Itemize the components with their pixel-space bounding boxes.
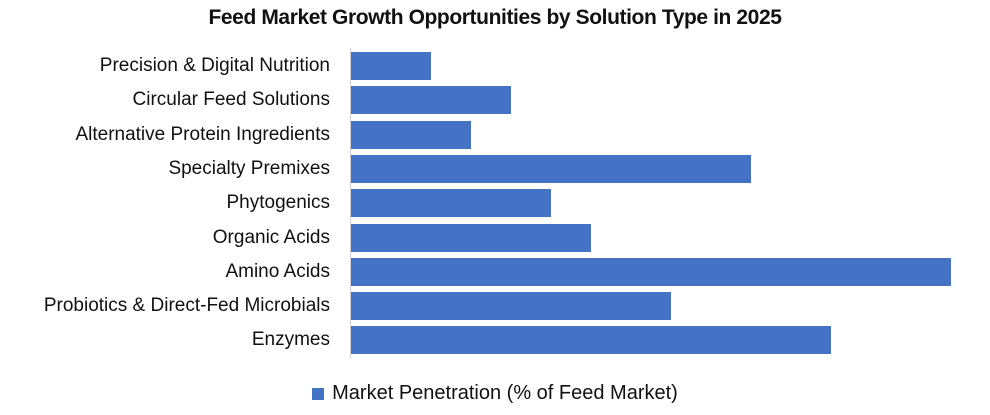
- legend-label: Market Penetration (% of Feed Market): [332, 382, 678, 404]
- category-label: Precision & Digital Nutrition: [99, 55, 330, 76]
- bar: [351, 52, 431, 80]
- legend: Market Penetration (% of Feed Market): [0, 382, 990, 405]
- legend-swatch: [312, 387, 325, 400]
- bar: [351, 86, 511, 115]
- bar: [351, 326, 831, 355]
- bar: [351, 223, 591, 252]
- category-label: Alternative Protein Ingredients: [75, 123, 330, 145]
- bar: [351, 189, 551, 218]
- category-label: Phytogenics: [226, 192, 330, 214]
- category-label: Circular Feed Solutions: [132, 89, 330, 111]
- category-label: Specialty Premixes: [168, 157, 330, 179]
- category-label: Amino Acids: [225, 260, 330, 282]
- chart-title: Feed Market Growth Opportunities by Solu…: [208, 6, 782, 29]
- category-label: Probiotics & Direct-Fed Microbials: [43, 295, 330, 317]
- bar: [351, 120, 471, 149]
- bar: [351, 154, 751, 183]
- category-label: Organic Acids: [212, 226, 330, 248]
- category-axis-line: [350, 48, 351, 358]
- category-label: Enzymes: [251, 329, 330, 351]
- bar: [351, 292, 671, 321]
- bar: [351, 257, 951, 286]
